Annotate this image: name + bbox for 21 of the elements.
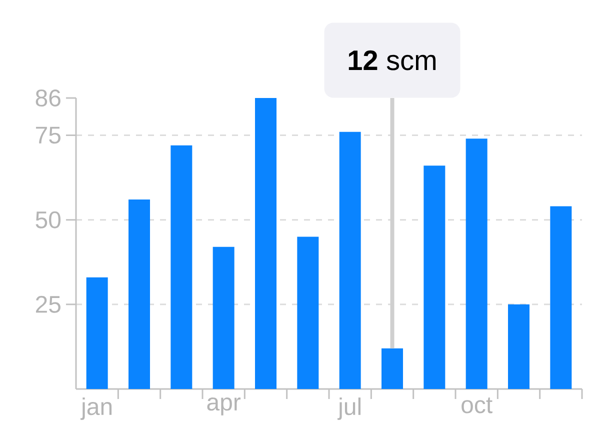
y-tick-label: 86: [36, 90, 60, 106]
y-tick-label: 75: [36, 126, 60, 144]
bar: [466, 138, 488, 389]
x-tick-label: jul: [337, 398, 360, 420]
x-tick-label: jan: [80, 398, 112, 420]
bar: [550, 206, 572, 389]
bar: [382, 348, 404, 389]
bar: [297, 236, 319, 389]
bar: [86, 277, 108, 389]
bar: [508, 304, 530, 389]
bar: [212, 246, 234, 389]
bar: [128, 200, 150, 389]
bar: [255, 98, 277, 389]
bar: [339, 132, 361, 389]
bar: [170, 145, 192, 389]
x-tick-label: oct: [462, 398, 492, 414]
y-tick-label: 25: [36, 296, 60, 313]
annotation: 12 scm: [348, 50, 436, 70]
y-tick-label: 50: [36, 211, 61, 228]
bar: [424, 166, 446, 389]
x-tick-label: apr: [207, 398, 241, 416]
